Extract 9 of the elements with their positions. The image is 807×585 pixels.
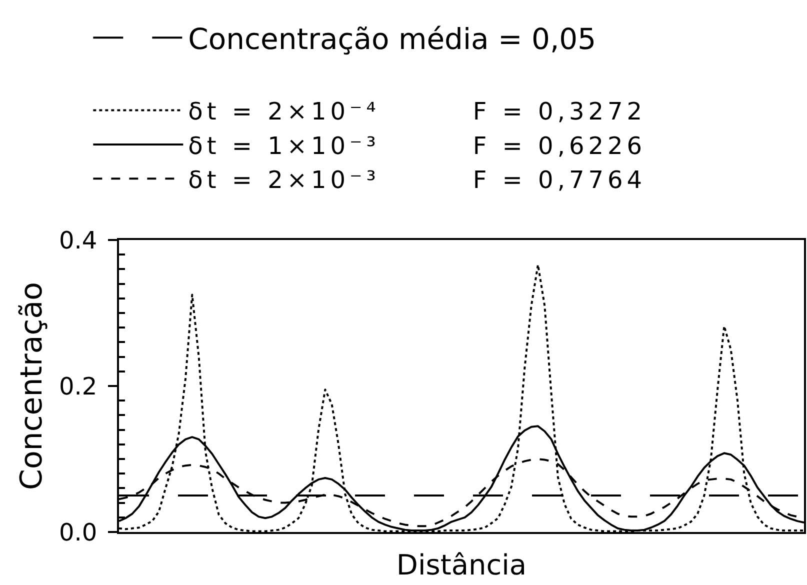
y-tick-label: 0.0 xyxy=(59,518,98,546)
y-tick-label: 0.4 xyxy=(59,226,98,254)
y-axis-title: Concentração xyxy=(14,282,50,490)
legend-label: δt = 1×10⁻³ F = 0,6226 xyxy=(188,132,646,160)
x-axis-title: Distância xyxy=(396,548,527,582)
legend-label: Concentração média = 0,05 xyxy=(188,22,596,56)
legend-label: δt = 2×10⁻³ F = 0,7764 xyxy=(188,166,646,194)
legend-label: δt = 2×10⁻⁴ F = 0,3272 xyxy=(188,98,646,126)
y-tick-label: 0.2 xyxy=(59,372,98,400)
